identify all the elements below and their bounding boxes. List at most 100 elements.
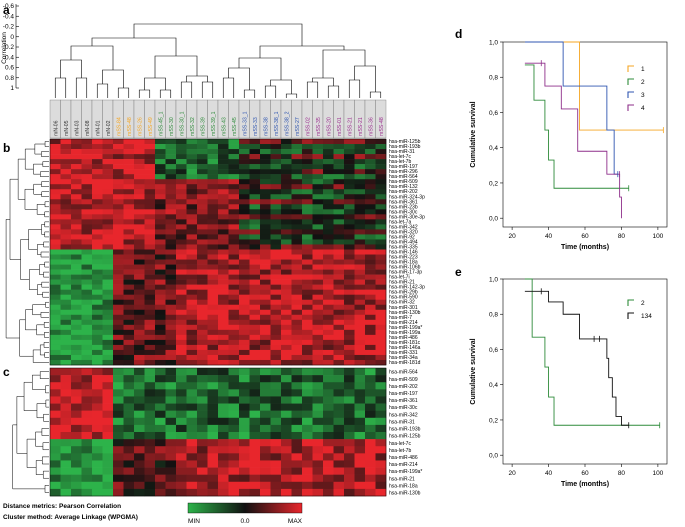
heatmap-cell: [228, 194, 240, 200]
heatmap-cell: [365, 453, 376, 461]
heatmap-cell: [92, 439, 103, 447]
heatmap-cell: [260, 460, 271, 468]
gene-label: hsa-let-7c: [389, 441, 411, 447]
heatmap-cell: [365, 239, 376, 245]
heatmap-cell: [218, 184, 229, 190]
heatmap-cell: [165, 184, 177, 190]
heatmap-cell: [354, 439, 366, 447]
heatmap-cell: [134, 179, 145, 185]
heatmap-cell: [197, 159, 208, 165]
heatmap-cell: [344, 139, 355, 145]
heatmap-cell: [123, 179, 135, 185]
heatmap-cell: [312, 417, 324, 426]
correlation-tick-label: 1: [10, 85, 14, 92]
heatmap-cell: [176, 199, 187, 205]
heatmap-cell: [312, 396, 324, 404]
heatmap-cell: [291, 329, 303, 336]
gene-label: hsa-miR-146a: [389, 345, 421, 351]
heatmap-cell: [302, 169, 313, 175]
heatmap-cell: [60, 239, 72, 245]
heatmap-cell: [92, 309, 103, 316]
heatmap-cell: [375, 389, 387, 397]
heatmap-cell: [344, 159, 355, 165]
heatmap-cell: [92, 199, 103, 205]
heatmap-cell: [375, 460, 387, 468]
heatmap-cell: [155, 368, 166, 376]
heatmap-cell: [123, 324, 135, 331]
heatmap-cell: [365, 204, 376, 210]
heatmap-cell: [323, 259, 334, 265]
heatmap-cell: [60, 224, 72, 230]
heatmap-cell: [375, 204, 387, 210]
heatmap-cell: [207, 304, 219, 311]
heatmap-cell: [50, 354, 61, 361]
heatmap-cell: [302, 269, 313, 275]
heatmap-cell: [281, 314, 292, 321]
heatmap-cell: [323, 149, 334, 155]
heatmap-cell: [333, 219, 345, 225]
heatmap-cell: [186, 382, 198, 390]
heatmap-cell: [333, 314, 345, 321]
heatmap-cell: [207, 354, 219, 361]
sample-label: mSS-38: [263, 117, 269, 136]
heatmap-cell: [197, 460, 208, 468]
heatmap-cell: [50, 424, 61, 433]
heatmap-cell: [323, 204, 334, 210]
heatmap-cell: [81, 289, 93, 295]
heatmap-cell: [92, 239, 103, 245]
heatmap-cell: [375, 349, 387, 356]
gene-label: hsa-miR-564: [389, 370, 418, 376]
heatmap-cell: [197, 294, 208, 301]
heatmap-cell: [375, 209, 387, 215]
sample-label: mSS-35: [316, 117, 322, 136]
heatmap-cell: [81, 199, 93, 205]
heatmap-cell: [186, 439, 198, 447]
heatmap-cell: [71, 314, 82, 321]
heatmap-cell: [197, 169, 208, 175]
heatmap-cell: [260, 159, 271, 165]
heatmap-cell: [375, 304, 387, 311]
heatmap-cell: [123, 144, 135, 150]
heatmap-cell: [144, 432, 156, 440]
heatmap-cell: [144, 453, 156, 461]
heatmap-cell: [354, 139, 366, 145]
heatmap-cell: [333, 189, 345, 195]
heatmap-cell: [134, 149, 145, 155]
heatmap-cell: [323, 334, 334, 341]
heatmap-cell: [344, 324, 355, 331]
heatmap-cell: [197, 344, 208, 351]
heatmap-cell: [144, 410, 156, 419]
heatmap-cell: [165, 264, 177, 270]
heatmap-cell: [81, 324, 93, 331]
heatmap-cell: [239, 159, 250, 165]
heatmap-cell: [375, 289, 387, 295]
heatmap-cell: [260, 244, 271, 250]
heatmap-cell: [176, 209, 187, 215]
heatmap-cell: [50, 467, 61, 475]
heatmap-cell: [302, 403, 313, 411]
heatmap-cell: [60, 164, 72, 170]
heatmap-cell: [92, 274, 103, 280]
heatmap-cell: [71, 460, 82, 468]
heatmap-cell: [333, 439, 345, 447]
heatmap-cell: [113, 204, 124, 210]
heatmap-cell: [102, 194, 114, 200]
heatmap-cell: [165, 284, 177, 290]
heatmap-cell: [102, 209, 114, 215]
gene-label: hsa-miR-494: [389, 239, 418, 245]
heatmap-cell: [207, 259, 219, 265]
heatmap-cell: [344, 424, 355, 433]
heatmap-cell: [176, 359, 187, 366]
heatmap-cell: [165, 299, 177, 306]
heatmap-cell: [270, 219, 282, 225]
heatmap-cell: [207, 239, 219, 245]
heatmap-cell: [60, 169, 72, 175]
heatmap-cell: [50, 359, 61, 366]
heatmap-cell: [365, 344, 376, 351]
heatmap-cell: [60, 299, 72, 306]
heatmap-cell: [71, 289, 82, 295]
heatmap-cell: [323, 139, 334, 145]
heatmap-cell: [92, 219, 103, 225]
heatmap-cell: [249, 481, 261, 490]
heatmap-cell: [302, 204, 313, 210]
